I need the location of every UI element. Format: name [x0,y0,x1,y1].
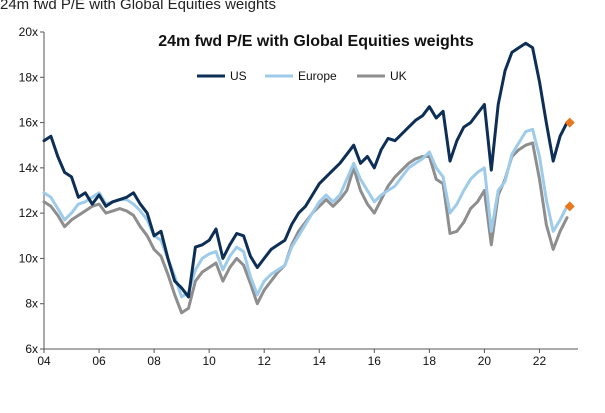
chart-axes: 6x 8x 10x 12x 14x 16x 18x 20x 04 06 08 10 12 14 16 18 20… [19,25,578,368]
legend-label-uk: UK [390,69,407,83]
y-tick-label: 10x [19,251,38,265]
y-tick-label: 18x [19,70,38,84]
y-tick-label: 6x [25,342,38,356]
x-tick-label: 16 [368,354,382,368]
x-tick-label: 22 [533,354,547,368]
series-line-europe [42,127,569,299]
y-tick-label: 20x [19,25,38,39]
legend-label-us: US [230,69,247,83]
x-tick-label: 04 [37,354,51,368]
legend-label-europe: Europe [298,69,337,83]
latest-value-marker [564,201,575,212]
x-tick-label: 06 [92,354,106,368]
chart-caption: 24m fwd P/E with Global Equities weights [0,0,276,13]
x-tick-label: 12 [258,354,272,368]
chart-legend: US Europe UK [197,69,407,83]
x-tick-label: 14 [313,354,327,368]
x-tick-label: 08 [147,354,161,368]
x-tick-label: 18 [423,354,437,368]
chart-title: 24m fwd P/E with Global Equities weights [158,33,474,50]
series-line-uk [42,141,569,315]
y-tick-label: 8x [25,297,38,311]
marker-layer [564,117,575,212]
y-tick-label: 14x [19,161,38,175]
series-line-us [42,41,569,299]
x-tick-label: 20 [478,354,492,368]
y-tick-label: 16x [19,116,38,130]
series-layer [42,41,569,315]
y-tick-label: 12x [19,206,38,220]
x-tick-label: 10 [202,354,216,368]
latest-value-marker [564,117,575,128]
